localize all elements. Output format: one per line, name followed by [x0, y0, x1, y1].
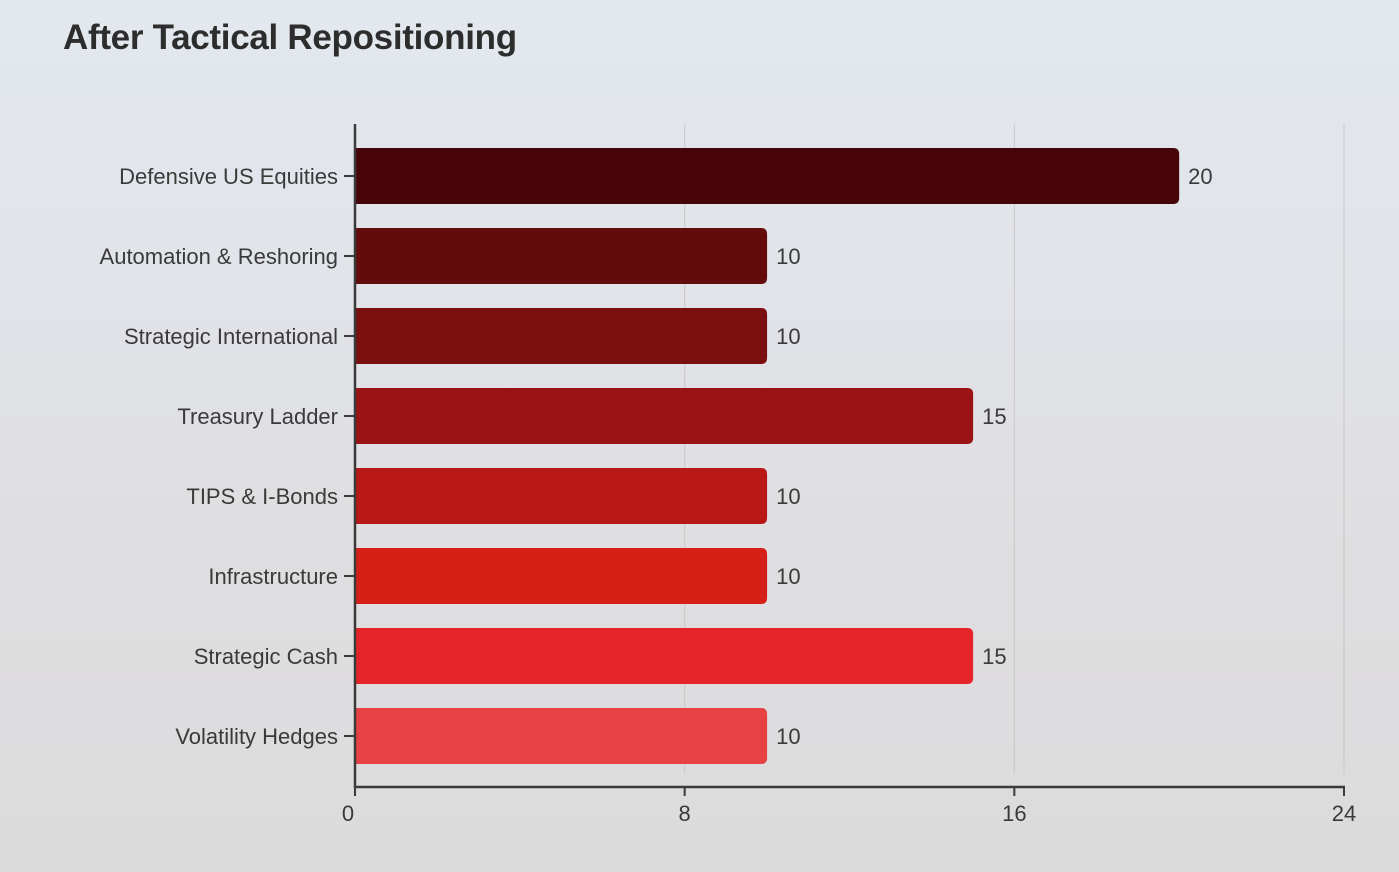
category-label-3: Strategic International	[124, 324, 338, 349]
category-label-5: TIPS & I-Bonds	[186, 484, 338, 509]
value-label-1: 20	[1188, 164, 1212, 189]
category-label-7: Strategic Cash	[194, 644, 338, 669]
x-tick-label-0: 0	[342, 801, 354, 826]
bar-5	[355, 468, 768, 524]
category-label-2: Automation & Reshoring	[100, 244, 338, 269]
x-tick-label-16: 16	[1002, 801, 1026, 826]
category-label-4: Treasury Ladder	[177, 404, 338, 429]
category-label-1: Defensive US Equities	[119, 164, 338, 189]
value-label-8: 10	[776, 724, 800, 749]
category-label-8: Volatility Hedges	[175, 724, 338, 749]
axes	[344, 124, 1345, 796]
value-label-4: 15	[982, 404, 1006, 429]
bar-1	[355, 148, 1180, 204]
bar-2	[355, 228, 768, 284]
bars	[355, 148, 1180, 764]
bar-7	[355, 628, 974, 684]
value-label-2: 10	[776, 244, 800, 269]
value-label-5: 10	[776, 484, 800, 509]
bar-3	[355, 308, 768, 364]
chart-title: After Tactical Repositioning	[63, 18, 517, 57]
value-label-7: 15	[982, 644, 1006, 669]
category-label-6: Infrastructure	[208, 564, 338, 589]
labels: 20 Defensive US Equities 10 Automation & Re…	[100, 164, 1357, 826]
value-label-3: 10	[776, 324, 800, 349]
x-tick-label-8: 8	[679, 801, 691, 826]
bar-4	[355, 388, 974, 444]
bar-6	[355, 548, 768, 604]
value-label-6: 10	[776, 564, 800, 589]
x-tick-label-24: 24	[1332, 801, 1356, 826]
bar-8	[355, 708, 768, 764]
